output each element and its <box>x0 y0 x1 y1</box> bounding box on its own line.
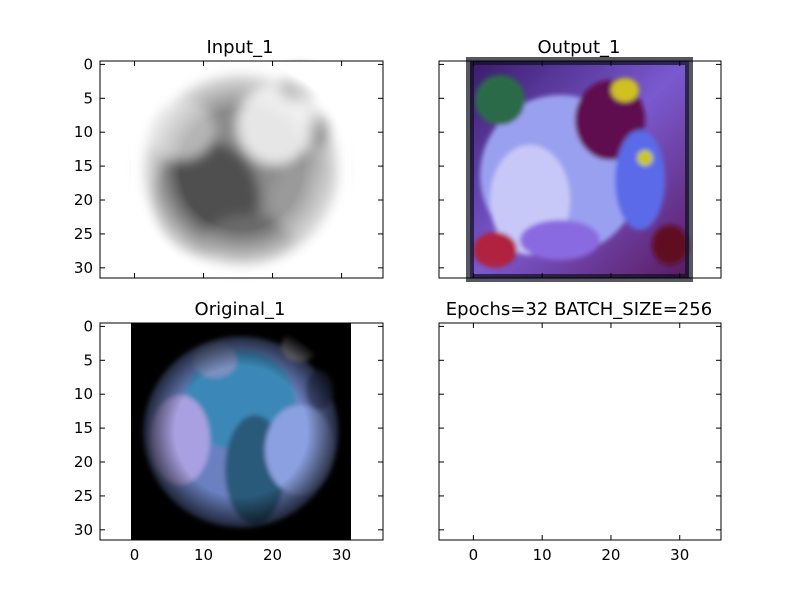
x-tick-label: 0 <box>469 546 479 564</box>
subplot-title: Input_1 <box>206 37 273 58</box>
y-tick-label: 10 <box>74 385 93 403</box>
subplot-title: Output_1 <box>538 37 621 58</box>
x-tick-label: 30 <box>332 546 351 564</box>
x-tick-label: 20 <box>601 546 620 564</box>
x-ticks <box>472 61 681 278</box>
image-output <box>466 57 693 282</box>
y-tick-label: 0 <box>83 317 93 335</box>
y-tick-label: 20 <box>74 191 93 209</box>
image-input <box>131 61 351 278</box>
y-tick-label: 15 <box>74 419 93 437</box>
x-ticks: 0 10 20 30 <box>469 323 689 564</box>
image-original <box>131 323 351 540</box>
y-tick-label: 0 <box>83 55 93 73</box>
subplot-title: Original_1 <box>195 299 286 320</box>
y-tick-label: 30 <box>74 521 93 539</box>
y-tick-label: 25 <box>74 225 93 243</box>
subplot-output: Output_1 <box>438 37 722 282</box>
y-tick-label: 5 <box>83 89 93 107</box>
x-tick-label: 0 <box>130 546 140 564</box>
y-ticks: 0 5 10 15 20 25 30 <box>74 317 383 539</box>
x-tick-label: 30 <box>670 546 689 564</box>
x-tick-label: 10 <box>194 546 213 564</box>
x-tick-label: 10 <box>533 546 552 564</box>
subplot-params: Epochs=32 BATCH_SIZE=256 0 10 20 30 <box>438 299 722 564</box>
axes-frame <box>99 60 384 279</box>
x-ticks: 0 10 20 30 <box>130 323 351 564</box>
y-tick-label: 30 <box>74 259 93 277</box>
subplot-input: Input_1 0 5 10 15 20 25 30 <box>74 37 384 279</box>
y-tick-label: 5 <box>83 351 93 369</box>
y-ticks: 0 5 10 15 20 25 30 <box>74 55 383 277</box>
y-tick-label: 10 <box>74 123 93 141</box>
y-ticks <box>439 63 721 269</box>
axes-frame <box>438 60 722 279</box>
subplot-original: Original_1 0 10 20 30 0 5 10 15 20 25 30 <box>74 299 384 564</box>
x-ticks <box>134 61 343 278</box>
y-ticks <box>439 325 721 531</box>
y-tick-label: 20 <box>74 453 93 471</box>
subplot-title: Epochs=32 BATCH_SIZE=256 <box>446 299 712 320</box>
y-tick-label: 25 <box>74 487 93 505</box>
x-tick-label: 20 <box>263 546 282 564</box>
axes-frame <box>99 322 384 541</box>
y-tick-label: 15 <box>74 157 93 175</box>
axes-frame <box>438 322 722 541</box>
